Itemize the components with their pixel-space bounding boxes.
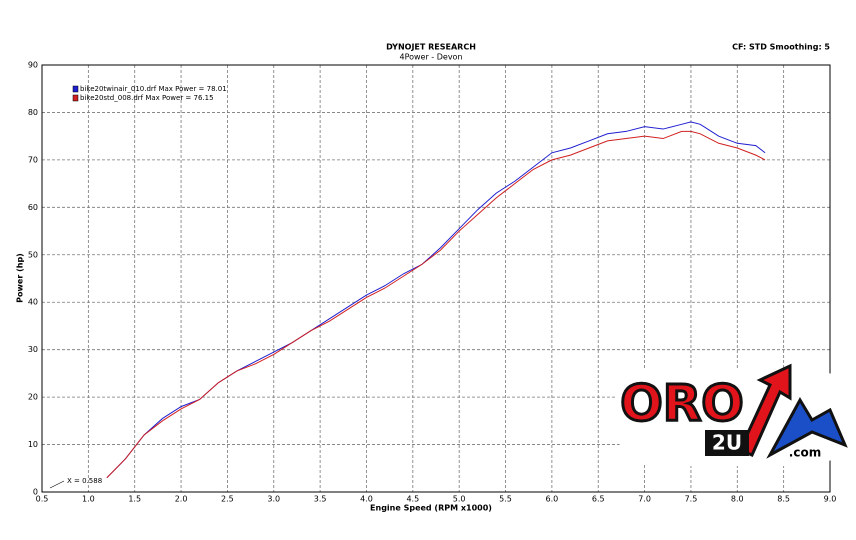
chart-title: DYNOJET RESEARCH xyxy=(386,43,476,52)
legend-label: bike20std_008.drf Max Power = 76.15 xyxy=(80,94,214,102)
y-tick-label: 50 xyxy=(28,250,38,259)
annotation: X = 0.588 xyxy=(67,477,102,485)
y-tick-label: 80 xyxy=(28,108,38,117)
x-tick-label: 4.0 xyxy=(360,495,373,504)
y-tick-label: 30 xyxy=(28,345,38,354)
x-tick-label: 3.5 xyxy=(314,495,327,504)
x-tick-label: 3.0 xyxy=(267,495,280,504)
y-tick-label: 40 xyxy=(28,298,38,307)
x-tick-label: 8.0 xyxy=(731,495,744,504)
y-tick-label: 0 xyxy=(33,488,38,497)
x-tick-label: 7.5 xyxy=(685,495,698,504)
logo-arrow-blue xyxy=(766,396,848,459)
logo-domain: .com xyxy=(789,446,821,460)
x-tick-label: 7.0 xyxy=(638,495,651,504)
x-tick-label: 2.0 xyxy=(175,495,188,504)
logo-sub: 2U xyxy=(712,431,742,455)
x-tick-label: 6.5 xyxy=(592,495,605,504)
y-tick-label: 20 xyxy=(28,393,38,402)
x-tick-label: 2.5 xyxy=(221,495,234,504)
x-tick-label: 5.5 xyxy=(499,495,512,504)
y-tick-label: 90 xyxy=(28,61,38,70)
legend-swatch xyxy=(72,85,79,93)
logo: ORO 2U .com xyxy=(615,363,850,466)
x-tick-label: 4.5 xyxy=(406,495,419,504)
x-tick-label: 6.0 xyxy=(546,495,559,504)
logo-text: ORO xyxy=(620,375,744,433)
x-tick-label: 0.5 xyxy=(36,495,49,504)
annotation-pointer xyxy=(49,480,65,489)
x-tick-label: 1.0 xyxy=(82,495,95,504)
y-tick-label: 60 xyxy=(28,203,38,212)
x-tick-label: 8.5 xyxy=(777,495,790,504)
x-tick-label: 1.5 xyxy=(128,495,141,504)
x-axis-label: Engine Speed (RPM x1000) xyxy=(370,504,492,513)
legend-label: bike20twinair_010.drf Max Power = 78.01 xyxy=(80,85,227,93)
y-tick-label: 10 xyxy=(28,440,38,449)
logo-arrow-red xyxy=(737,363,792,457)
y-tick-label: 70 xyxy=(28,155,38,164)
x-tick-label: 9.0 xyxy=(824,495,837,504)
y-axis-label: Power (hp) xyxy=(16,253,25,303)
logo-sub-bg xyxy=(705,430,749,456)
settings: CF: STD Smoothing: 5 xyxy=(732,43,830,52)
legend-swatch xyxy=(72,94,79,102)
chart-subtitle: 4Power - Devon xyxy=(399,53,462,62)
series-line xyxy=(106,130,766,479)
x-tick-label: 5.0 xyxy=(453,495,466,504)
plot-frame xyxy=(41,64,831,493)
